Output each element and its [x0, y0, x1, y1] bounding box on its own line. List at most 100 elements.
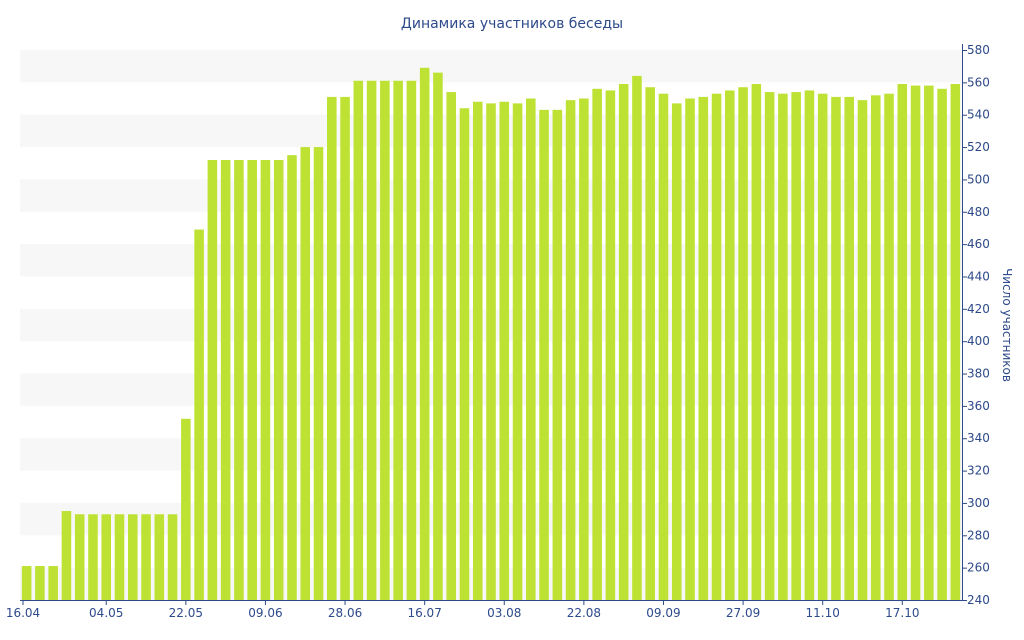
bar[interactable]: [671, 103, 682, 600]
bar[interactable]: [101, 514, 112, 600]
bar[interactable]: [950, 83, 961, 601]
y-tick-label: 560: [967, 75, 990, 89]
y-tick-label: 520: [967, 140, 990, 154]
bar[interactable]: [685, 98, 695, 600]
bar[interactable]: [791, 92, 801, 600]
bar[interactable]: [884, 93, 894, 601]
y-ticks: 240 260 280 300 320 340 360 380 400 420 440 460 480 5…: [962, 43, 990, 607]
bar[interactable]: [406, 80, 417, 601]
bar[interactable]: [645, 87, 655, 600]
bar[interactable]: [552, 109, 563, 600]
bar[interactable]: [910, 85, 921, 601]
bar[interactable]: [844, 96, 854, 600]
bar[interactable]: [273, 160, 284, 600]
x-tick-label: 22.05: [169, 606, 203, 620]
bar[interactable]: [260, 160, 271, 600]
y-tick-label: 400: [967, 334, 990, 348]
bar[interactable]: [220, 160, 231, 600]
bar[interactable]: [419, 67, 430, 601]
bar[interactable]: [61, 511, 72, 600]
bar[interactable]: [154, 514, 165, 600]
bar[interactable]: [897, 83, 908, 601]
bar[interactable]: [924, 85, 934, 601]
bar[interactable]: [778, 93, 788, 601]
bar[interactable]: [472, 101, 483, 600]
bar[interactable]: [194, 229, 204, 600]
y-tick-label: 260: [967, 561, 990, 575]
bar[interactable]: [592, 88, 602, 600]
bar[interactable]: [207, 160, 218, 600]
bar[interactable]: [340, 96, 350, 600]
x-tick-label: 22.08: [567, 606, 601, 620]
bar[interactable]: [21, 566, 32, 600]
bar[interactable]: [167, 514, 178, 600]
bar[interactable]: [433, 72, 443, 600]
bar[interactable]: [725, 90, 735, 600]
y-tick-label: 440: [967, 269, 990, 283]
bar[interactable]: [287, 155, 297, 600]
x-tick-label: 04.05: [89, 606, 123, 620]
bar[interactable]: [380, 80, 390, 601]
bar[interactable]: [764, 92, 775, 600]
bar[interactable]: [353, 80, 364, 601]
y-axis-label: Число участников: [1000, 268, 1014, 382]
bar[interactable]: [327, 96, 337, 600]
y-tick-label: 280: [967, 528, 990, 542]
bar[interactable]: [632, 75, 642, 600]
x-tick-label: 09.09: [646, 606, 680, 620]
bar[interactable]: [817, 93, 828, 601]
bar[interactable]: [88, 514, 98, 600]
bars: [21, 67, 961, 601]
bar[interactable]: [937, 88, 947, 600]
grid-band: [20, 50, 962, 83]
y-tick-label: 540: [967, 108, 990, 122]
x-ticks: 16.04 04.05 22.05 09.06 28.06 16.07 03.08 22.08…: [6, 600, 919, 620]
bar[interactable]: [539, 109, 549, 600]
bar[interactable]: [698, 96, 709, 600]
x-tick-label: 28.06: [328, 606, 362, 620]
bar[interactable]: [499, 101, 510, 600]
y-tick-label: 580: [967, 43, 990, 57]
bar[interactable]: [393, 80, 403, 601]
x-tick-label: 11.10: [806, 606, 840, 620]
x-tick-label: 17.10: [885, 606, 919, 620]
y-tick-label: 420: [967, 302, 990, 316]
bar[interactable]: [114, 514, 125, 600]
bar[interactable]: [300, 147, 311, 600]
bar[interactable]: [141, 514, 151, 600]
bar[interactable]: [366, 80, 377, 601]
bar[interactable]: [48, 566, 58, 600]
bar[interactable]: [804, 90, 815, 600]
bar[interactable]: [711, 93, 722, 601]
bar[interactable]: [751, 83, 762, 601]
bar[interactable]: [605, 90, 616, 600]
chart-title: Динамика участников беседы: [401, 16, 623, 32]
bar[interactable]: [831, 96, 841, 600]
bar[interactable]: [74, 514, 85, 600]
y-tick-label: 300: [967, 496, 990, 510]
bar[interactable]: [870, 95, 881, 600]
bar[interactable]: [128, 514, 138, 600]
bar[interactable]: [247, 160, 257, 600]
bar[interactable]: [446, 92, 456, 600]
bar[interactable]: [234, 160, 244, 600]
bar[interactable]: [738, 87, 748, 600]
bar[interactable]: [618, 83, 629, 601]
x-tick-label: 16.04: [6, 606, 40, 620]
bar[interactable]: [486, 103, 496, 600]
bar[interactable]: [565, 100, 576, 601]
bar[interactable]: [181, 418, 191, 600]
x-tick-label: 09.06: [248, 606, 282, 620]
bar[interactable]: [459, 108, 470, 601]
bar[interactable]: [857, 100, 868, 601]
axes: [20, 44, 963, 601]
y-tick-label: 460: [967, 237, 990, 251]
bar[interactable]: [512, 103, 523, 600]
bar[interactable]: [313, 147, 324, 600]
bar[interactable]: [579, 98, 589, 600]
bar[interactable]: [658, 93, 669, 601]
bar[interactable]: [35, 566, 45, 600]
bar[interactable]: [526, 98, 536, 600]
